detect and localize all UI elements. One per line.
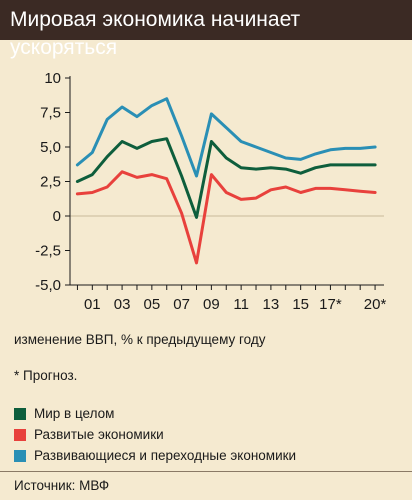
y-tick-label: 7,5 bbox=[40, 105, 61, 122]
legend-swatch-emerging bbox=[14, 449, 26, 462]
y-tick-label: 5,0 bbox=[40, 139, 61, 156]
legend-swatch-developed bbox=[14, 428, 26, 441]
source-text: Источник: МВФ bbox=[14, 478, 110, 493]
legend-label-developed: Развитые экономики bbox=[34, 427, 164, 442]
series-lines bbox=[75, 97, 377, 265]
x-tick-label: 09 bbox=[203, 296, 220, 313]
legend-label-emerging: Развивающиеся и переходные экономики bbox=[34, 448, 297, 463]
x-tick-label: 13 bbox=[263, 296, 280, 313]
x-tick-label: 03 bbox=[114, 296, 131, 313]
unit-note: изменение ВВП, % к предыдущему году bbox=[14, 332, 266, 347]
y-tick-label: 2,5 bbox=[40, 174, 61, 191]
x-tick-label: 05 bbox=[144, 296, 161, 313]
legend-item-developed: Развитые экономики bbox=[14, 424, 296, 445]
legend-label-world: Мир в целом bbox=[34, 406, 115, 421]
y-ticks: 10 7,5 5,0 2,5 0 -2,5 -5,0 bbox=[35, 70, 70, 294]
x-tick-label: 17* bbox=[319, 296, 342, 313]
x-tick-label: 20* bbox=[364, 296, 387, 313]
chart-title: Мировая экономика начинает ускоряться bbox=[10, 8, 301, 59]
x-tick-label: 11 bbox=[233, 296, 249, 313]
x-ticks: 01 03 05 07 09 11 13 15 17* 20* bbox=[76, 285, 387, 313]
y-tick-label: 0 bbox=[53, 208, 61, 225]
y-tick-label: 10 bbox=[44, 70, 61, 87]
legend-swatch-world bbox=[14, 407, 26, 420]
title-bar: Мировая экономика начинает ускоряться bbox=[0, 0, 412, 59]
y-tick-label: -5,0 bbox=[35, 277, 61, 294]
series-line-world bbox=[75, 137, 377, 219]
forecast-note: * Прогноз. bbox=[14, 368, 78, 383]
series-line-emerging bbox=[75, 97, 377, 178]
legend: Мир в целом Развитые экономики Развивающ… bbox=[14, 403, 296, 466]
series-line-developed bbox=[75, 170, 377, 265]
x-tick-label: 15 bbox=[292, 296, 309, 313]
line-chart: 10 7,5 5,0 2,5 0 -2,5 -5,0 01 03 05 07 09 11 13 15 17*… bbox=[35, 70, 387, 313]
y-tick-label: -2,5 bbox=[35, 243, 61, 260]
source-divider bbox=[0, 471, 412, 472]
x-tick-label: 07 bbox=[173, 296, 190, 313]
legend-item-world: Мир в целом bbox=[14, 403, 296, 424]
legend-item-emerging: Развивающиеся и переходные экономики bbox=[14, 445, 296, 466]
x-tick-label: 01 bbox=[84, 296, 101, 313]
